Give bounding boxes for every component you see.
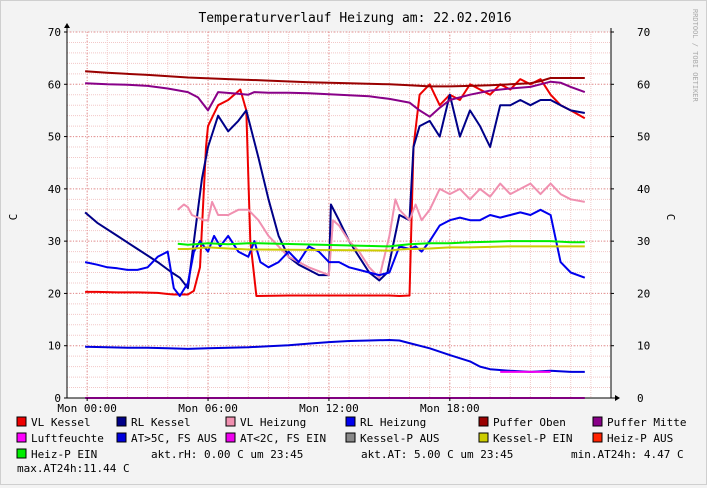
legend-item-vl-kessel: VL Kessel <box>16 416 91 429</box>
series-line-puffer-mitte <box>85 80 586 118</box>
legend-item-heiz-p-ein: Heiz-P EIN <box>16 448 97 461</box>
legend-swatch <box>592 432 603 443</box>
legend-swatch <box>225 416 236 427</box>
legend-label: RL Kessel <box>131 416 191 429</box>
legend-swatch <box>225 432 236 443</box>
legend-label: Kessel-P AUS <box>360 432 439 445</box>
legend-label: Kessel-P EIN <box>493 432 572 445</box>
legend-item-luftfeuchte: Luftfeuchte <box>16 432 104 445</box>
legend-item-vl-heizung: VL Heizung <box>225 416 306 429</box>
y-tick-label-left: 60 <box>48 78 61 91</box>
legend-label: AT>5C, FS AUS <box>131 432 217 445</box>
y-tick-label-left: 0 <box>54 392 61 405</box>
y-tick-label-left: 10 <box>48 340 61 353</box>
legend-item-kessel-p-ein: Kessel-P EIN <box>478 432 572 445</box>
axes: 0 0 10 10 20 20 30 30 40 40 50 50 60 60 70 70 Mon 00:00 M… <box>48 23 650 415</box>
y-tick-label-right: 60 <box>637 78 650 91</box>
legend-label: VL Kessel <box>31 416 91 429</box>
chart-title: Temperaturverlauf Heizung am: 22.02.2016 <box>198 11 511 26</box>
y-tick-label-left: 50 <box>48 131 61 144</box>
legend-item-at-2c-fs-ein: AT<2C, FS EIN <box>225 432 326 445</box>
y-tick-label-left: 70 <box>48 26 61 39</box>
y-tick-label-right: 50 <box>637 131 650 144</box>
legend-label: Heiz-P AUS <box>607 432 673 445</box>
x-tick-label: Mon 18:00 <box>420 402 480 415</box>
y-tick-label-right: 20 <box>637 287 650 300</box>
legend-item-kessel-p-aus: Kessel-P AUS <box>345 432 439 445</box>
y-tick-label-right: 70 <box>637 26 650 39</box>
legend-item-rl-heizung: RL Heizung <box>345 416 426 429</box>
legend-swatch <box>116 432 127 443</box>
y-tick-label-left: 20 <box>48 287 61 300</box>
legend-item-at-5c-fs-aus: AT>5C, FS AUS <box>116 432 217 445</box>
status-lines: akt.rH: 0.00 C um 23:45 akt.AT: 5.00 C u… <box>17 448 684 475</box>
legend-label: AT<2C, FS EIN <box>240 432 326 445</box>
y-tick-label-right: 30 <box>637 235 650 248</box>
series-line-at-5c-fs-aus <box>85 339 585 373</box>
legend-item-heiz-p-aus: Heiz-P AUS <box>592 432 673 445</box>
legend-swatch <box>16 432 27 443</box>
series-line-heiz-p-ein <box>177 240 585 248</box>
legend-label: RL Heizung <box>360 416 426 429</box>
legend-swatch <box>345 432 356 443</box>
legend-item-puffer-mitte: Puffer Mitte <box>592 416 686 429</box>
legend-swatch <box>478 416 489 427</box>
y-axis-label-left: C <box>7 214 20 221</box>
legend-item-puffer-oben: Puffer Oben <box>478 416 566 429</box>
series-line-kessel-p-ein <box>177 245 585 252</box>
series-line-rl-heizung <box>84 208 586 297</box>
y-tick-label-right: 40 <box>637 183 650 196</box>
series-line-rl-kessel <box>84 93 585 290</box>
max-at-status: max.AT24h:11.44 C <box>17 462 130 475</box>
legend-swatch <box>478 432 489 443</box>
x-axis-arrow <box>615 395 620 401</box>
legend-label: VL Heizung <box>240 416 306 429</box>
series-layer <box>84 70 586 399</box>
x-tick-label: Mon 06:00 <box>178 402 238 415</box>
legend-item-rl-kessel: RL Kessel <box>116 416 191 429</box>
legend: VL Kessel RL Kessel VL Heizung RL Heizung Pu… <box>16 416 686 461</box>
legend-swatch <box>16 448 27 459</box>
legend-swatch <box>16 416 27 427</box>
legend-label: Luftfeuchte <box>31 432 104 445</box>
x-tick-label: Mon 12:00 <box>299 402 359 415</box>
y-tick-label-left: 40 <box>48 183 61 196</box>
series-line-vl-heizung <box>177 182 585 279</box>
y-tick-label-right: 0 <box>637 392 644 405</box>
y-axis-arrow <box>64 23 70 28</box>
akt-at-status: akt.AT: 5.00 C um 23:45 <box>361 448 513 461</box>
y-tick-label-right: 10 <box>637 340 650 353</box>
akt-rh-status: akt.rH: 0.00 C um 23:45 <box>151 448 303 461</box>
y-tick-label-left: 30 <box>48 235 61 248</box>
legend-swatch <box>345 416 356 427</box>
legend-label: Puffer Oben <box>493 416 566 429</box>
series-line-puffer-oben <box>85 70 585 88</box>
watermark: RRDTOOL / TOBI OETIKER <box>691 9 699 103</box>
legend-label: Puffer Mitte <box>607 416 686 429</box>
legend-swatch <box>592 416 603 427</box>
x-tick-label: Mon 00:00 <box>57 402 117 415</box>
y-axis-label-right: C <box>664 214 677 221</box>
min-at-status: min.AT24h: 4.47 C <box>571 448 684 461</box>
legend-swatch <box>116 416 127 427</box>
legend-label: Heiz-P EIN <box>31 448 97 461</box>
plot-area <box>67 32 611 398</box>
